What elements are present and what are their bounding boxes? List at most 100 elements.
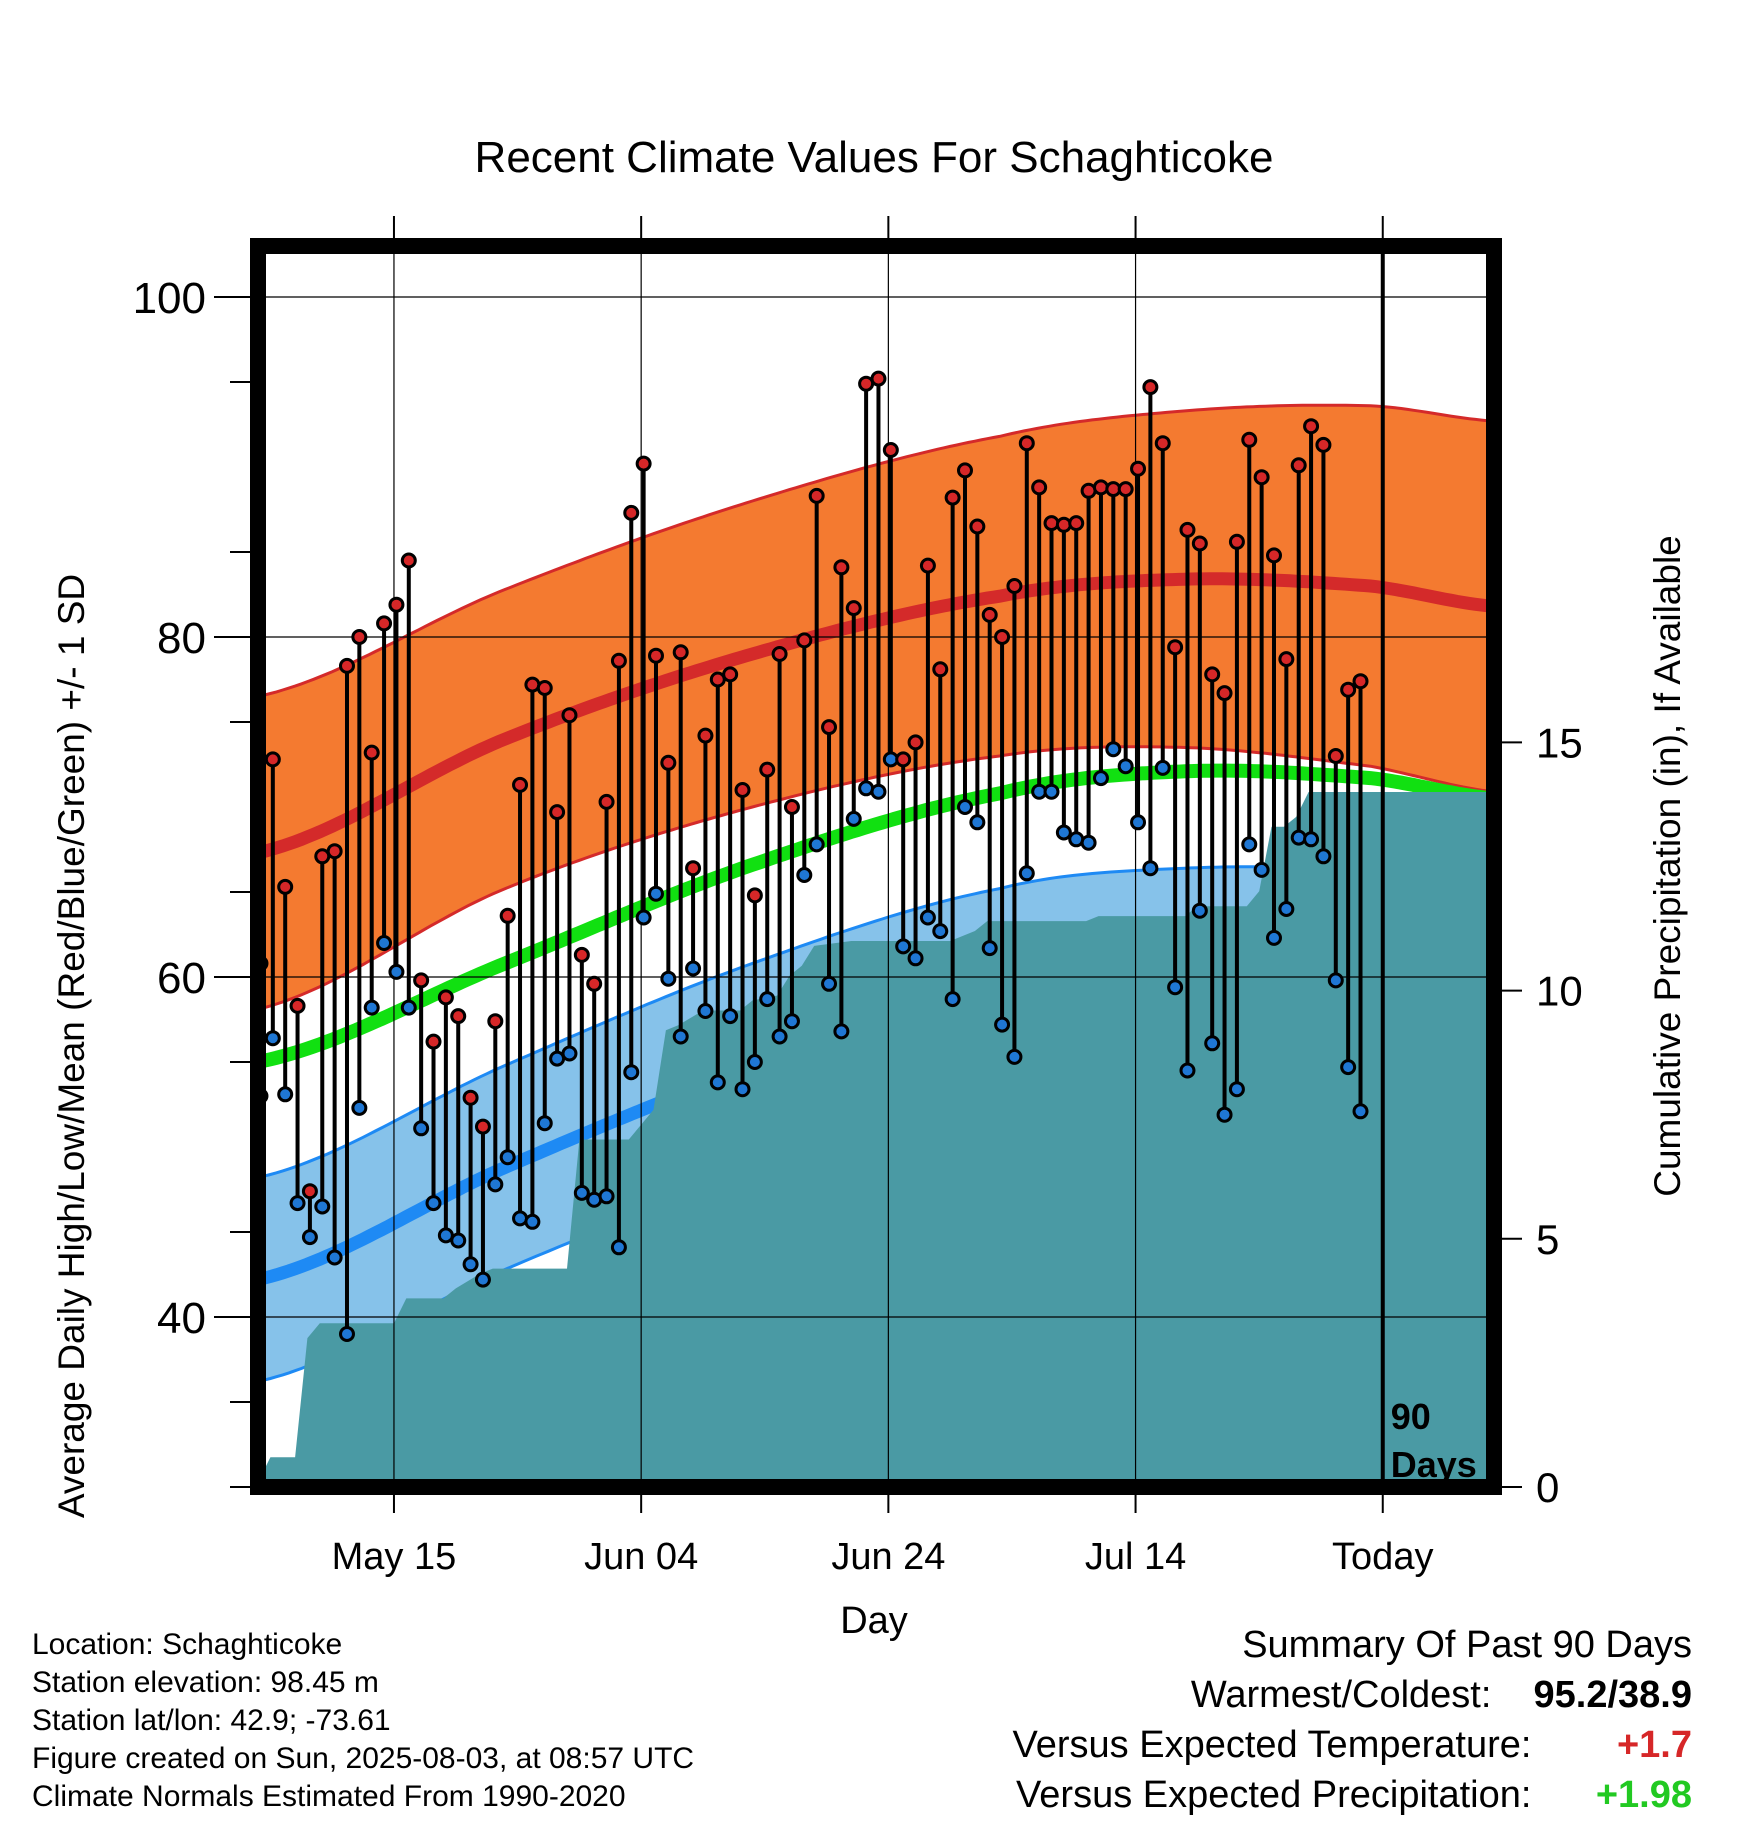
- daily-high-point: [462, 1089, 479, 1106]
- daily-high-point: [1241, 431, 1258, 448]
- daily-high-point: [734, 782, 751, 798]
- daily-low-point: [1327, 972, 1344, 989]
- precip-departure-label: Versus Expected Precipitation:: [1016, 1774, 1532, 1816]
- daily-high-point: [660, 754, 677, 771]
- daily-high-point: [376, 615, 393, 632]
- daily-low-point: [573, 1184, 590, 1201]
- daily-low-point: [660, 970, 677, 987]
- daily-high-point: [783, 799, 800, 815]
- warm-cold-value: 95.2/38.9: [1533, 1674, 1692, 1716]
- y2-tick-label: 10: [1536, 968, 1583, 1015]
- latlon-text: Station lat/lon: 42.9; -73.61: [32, 1704, 391, 1737]
- location-text: Location: Schaghticoke: [32, 1628, 343, 1661]
- daily-high-point: [264, 751, 281, 768]
- x-tick-label: Today: [1332, 1536, 1433, 1578]
- x-tick-label: Jun 04: [584, 1536, 698, 1578]
- daily-high-point: [759, 761, 776, 778]
- daily-high-point: [1290, 457, 1307, 474]
- daily-high-point: [450, 1008, 467, 1025]
- daily-high-point: [487, 1013, 504, 1030]
- daily-low-point: [598, 1188, 615, 1205]
- daily-high-point: [845, 600, 862, 617]
- daily-low-point: [734, 1081, 751, 1098]
- daily-high-point: [919, 557, 936, 574]
- y-tick-label: 60: [157, 954, 206, 1003]
- daily-high-point: [363, 744, 380, 761]
- daily-low-point: [944, 991, 961, 1008]
- daily-low-point: [338, 1326, 355, 1342]
- daily-low-point: [1167, 979, 1184, 996]
- daily-high-point: [573, 946, 590, 963]
- high-band-upper-edge: [257, 403, 1495, 698]
- x-axis-label: Day: [840, 1600, 908, 1642]
- daily-low-point: [1055, 824, 1072, 841]
- elevation-text: Station elevation: 98.45 m: [32, 1666, 379, 1699]
- y-axis-right: 0 5 10 15: [1494, 719, 1583, 1511]
- daily-low-point: [301, 1229, 318, 1246]
- daily-high-point: [635, 455, 652, 472]
- daily-high-point: [796, 632, 813, 649]
- daily-low-point: [524, 1213, 541, 1230]
- daily-low-point: [561, 1045, 578, 1062]
- daily-high-point: [351, 629, 368, 645]
- daily-high-point: [685, 860, 702, 877]
- daily-high-point: [1031, 479, 1048, 496]
- created-text: Figure created on Sun, 2025-08-03, at 08…: [32, 1742, 695, 1775]
- summary-panel: Summary Of Past 90 Days Warmest/Coldest:…: [1013, 1620, 1692, 1820]
- daily-low-point: [932, 923, 949, 940]
- daily-low-point: [1253, 861, 1270, 878]
- warm-cold-row: Warmest/Coldest: 95.2/38.9: [1013, 1670, 1692, 1720]
- daily-low-point: [425, 1195, 442, 1212]
- daily-high-point: [413, 972, 430, 989]
- daily-low-point: [697, 1003, 714, 1019]
- daily-high-point: [437, 989, 454, 1006]
- daily-low-point: [1216, 1106, 1233, 1123]
- daily-low-point: [610, 1239, 627, 1256]
- daily-high-point: [561, 707, 578, 724]
- daily-low-point: [833, 1023, 850, 1040]
- daily-low-point: [499, 1149, 516, 1166]
- daily-low-point: [981, 940, 998, 957]
- daily-high-point: [672, 644, 689, 661]
- precip-departure-row: Versus Expected Precipitation: +1.98: [1013, 1770, 1692, 1820]
- daily-high-point: [722, 666, 739, 683]
- daily-low-point: [351, 1099, 368, 1116]
- high-normal-band: [258, 405, 1494, 1010]
- plot-frame: [250, 238, 1502, 1495]
- daily-low-point: [1204, 1035, 1221, 1052]
- daily-high-point: [277, 878, 294, 895]
- daily-high-point: [326, 843, 343, 860]
- daily-low-point: [1154, 759, 1171, 776]
- daily-low-point: [289, 1195, 306, 1212]
- today-days-label: 90: [1391, 1396, 1431, 1437]
- daily-low-point: [994, 1016, 1011, 1033]
- daily-low-point: [783, 1013, 800, 1030]
- y2-axis-label: Cumulative Precipitation (in), If Availa…: [1647, 535, 1688, 1197]
- daily-low-point: [635, 909, 652, 926]
- daily-low-point: [895, 938, 912, 955]
- today-days-label: Days: [1391, 1444, 1477, 1485]
- daily-low-point: [1080, 834, 1097, 851]
- daily-low-point: [277, 1086, 294, 1103]
- daily-high-point: [1216, 685, 1233, 702]
- daily-low-point: [796, 867, 813, 883]
- daily-low-point: [821, 975, 838, 992]
- daily-low-point: [1278, 901, 1295, 917]
- daily-high-point: [1167, 639, 1184, 656]
- daily-high-point: [1191, 535, 1208, 552]
- daily-high-point: [425, 1033, 442, 1050]
- daily-high-point: [1179, 521, 1196, 538]
- daily-high-point: [981, 606, 998, 623]
- daily-low-point: [1340, 1059, 1357, 1076]
- daily-low-point: [450, 1232, 467, 1249]
- daily-low-point: [1117, 758, 1134, 775]
- y2-tick-label: 0: [1536, 1464, 1559, 1511]
- x-tick-label: May 15: [332, 1536, 457, 1578]
- daily-low-point: [388, 963, 405, 980]
- daily-high-point: [1154, 435, 1171, 452]
- y-tick-label: 40: [157, 1294, 206, 1343]
- y-axis-label: Average Daily High/Low/Mean (Red/Blue/Gr…: [51, 574, 92, 1518]
- plot-area: 90 Days: [252, 246, 1495, 1487]
- daily-high-point: [1352, 673, 1369, 690]
